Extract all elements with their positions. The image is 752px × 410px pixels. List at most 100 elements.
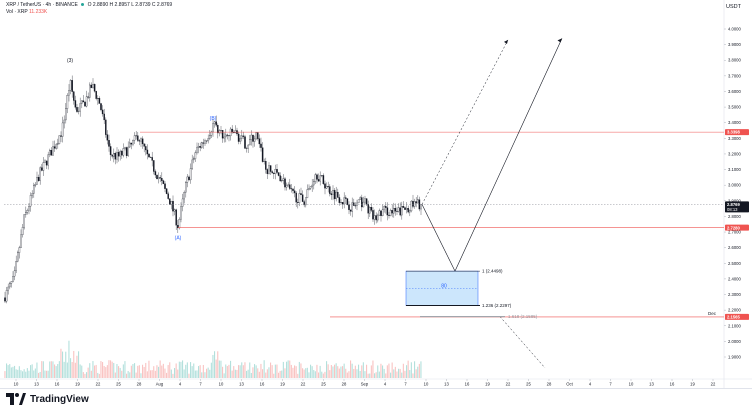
candle-body <box>167 193 169 199</box>
volume-bar <box>404 370 406 378</box>
candle-body <box>289 184 291 189</box>
volume-bar <box>343 363 345 378</box>
candle-body <box>292 188 294 191</box>
volume-bar <box>52 361 54 378</box>
volume-bar <box>191 366 193 378</box>
candle-body <box>34 184 37 186</box>
volume-bar <box>369 373 371 378</box>
volume-bar <box>34 368 36 378</box>
volume-bar <box>194 370 196 378</box>
candle-body <box>173 209 176 212</box>
candle-body <box>201 142 203 148</box>
volume-bar <box>153 366 155 378</box>
candle-body <box>354 205 357 207</box>
candle-body <box>45 160 48 166</box>
candle-body <box>183 192 185 200</box>
volume-bar <box>249 362 251 378</box>
volume-bar <box>78 351 80 378</box>
candle-body <box>253 138 256 142</box>
symbol-title[interactable]: XRP / TetherUS · 4h · BINANCE <box>6 2 78 8</box>
volume-bar <box>255 365 257 378</box>
candle-body <box>50 150 53 156</box>
candle-body <box>313 181 315 186</box>
candle-body <box>153 160 155 172</box>
tradingview-logo[interactable]: TradingView <box>6 393 89 405</box>
price-axis: 4.0000 3.9000 3.8000 3.7000 3.6000 3.5000 3.40… <box>724 27 749 360</box>
time-tick-label: Oct <box>566 382 573 387</box>
volume-bar <box>417 366 419 378</box>
volume-bar <box>150 370 152 378</box>
volume-bar <box>178 361 180 378</box>
volume-bar <box>276 364 278 378</box>
volume-bar <box>220 360 222 378</box>
candle-body <box>229 128 232 137</box>
fib-level-marker-label: 2.1565 <box>727 315 740 320</box>
candle-body <box>63 119 65 124</box>
candle-body <box>17 252 19 262</box>
candle-body <box>76 107 78 112</box>
candle-body <box>305 197 307 206</box>
volume-bar <box>17 369 19 378</box>
candle-body <box>316 174 318 180</box>
volume-bar <box>367 373 369 378</box>
candle-body <box>47 154 49 166</box>
volume-legend[interactable]: Vol · XRP 11.233K <box>6 9 47 15</box>
volume-bar <box>228 364 230 378</box>
candle-body <box>205 140 208 142</box>
candle-body <box>103 113 105 121</box>
volume-bar <box>377 365 379 378</box>
price-chart[interactable]: Dec (3) (B) (A) 80 1 (2.4498) 1.236 (2.2297) 1… <box>0 0 752 388</box>
time-tick-label: 7 <box>404 382 407 387</box>
candle-body <box>234 130 237 133</box>
candle-body <box>245 148 248 149</box>
time-tick-label: 13 <box>649 382 654 387</box>
candle-body <box>18 247 21 253</box>
volume-bar <box>199 365 201 378</box>
volume-bar <box>207 367 209 378</box>
volume-bar <box>410 362 412 378</box>
candle-body <box>300 193 302 195</box>
candle-body <box>237 133 240 142</box>
candle-body <box>28 206 30 211</box>
volume-bar <box>260 363 262 378</box>
volume-bar <box>26 368 28 378</box>
price-tick-label: 2.0000 <box>728 339 741 344</box>
price-tick-label: 2.2000 <box>728 308 741 313</box>
volume-bar <box>303 369 305 378</box>
candle-body <box>405 208 408 210</box>
price-tick-label: 2.9000 <box>728 198 741 203</box>
candle-body <box>375 215 377 221</box>
upper-level-marker-label: 3.3398 <box>727 130 740 135</box>
candle-body <box>53 146 56 149</box>
time-tick-label: 7 <box>609 382 612 387</box>
volume-bar <box>186 362 188 378</box>
volume-bar <box>326 361 328 378</box>
candle-body <box>188 176 190 181</box>
volume-bar <box>130 365 132 378</box>
volume-bar <box>174 368 176 378</box>
candle-body <box>362 201 365 208</box>
candle-body <box>223 136 225 139</box>
volume-bar <box>406 365 408 378</box>
fib-level-marker-bg <box>725 313 749 320</box>
volume-bar <box>418 363 420 378</box>
candle-body <box>266 169 269 174</box>
volume-bar <box>334 364 336 378</box>
candle-body <box>364 198 366 203</box>
candle-body <box>420 204 422 210</box>
volume-bar <box>212 354 214 378</box>
volume-bar <box>175 363 177 378</box>
candle-body <box>145 146 147 151</box>
price-tick-label: 3.8000 <box>728 58 741 63</box>
volume-bar <box>234 369 236 378</box>
time-tick-label: 19 <box>75 382 80 387</box>
volume-bar <box>310 364 312 378</box>
time-tick-label: 25 <box>116 382 121 387</box>
volume-bar <box>68 340 70 378</box>
candle-body <box>349 209 352 212</box>
candle-body <box>159 177 161 179</box>
candle-body <box>207 138 209 142</box>
price-tick-label: 2.5000 <box>728 261 741 266</box>
volume-bar <box>327 364 329 378</box>
candle-body <box>415 201 417 204</box>
